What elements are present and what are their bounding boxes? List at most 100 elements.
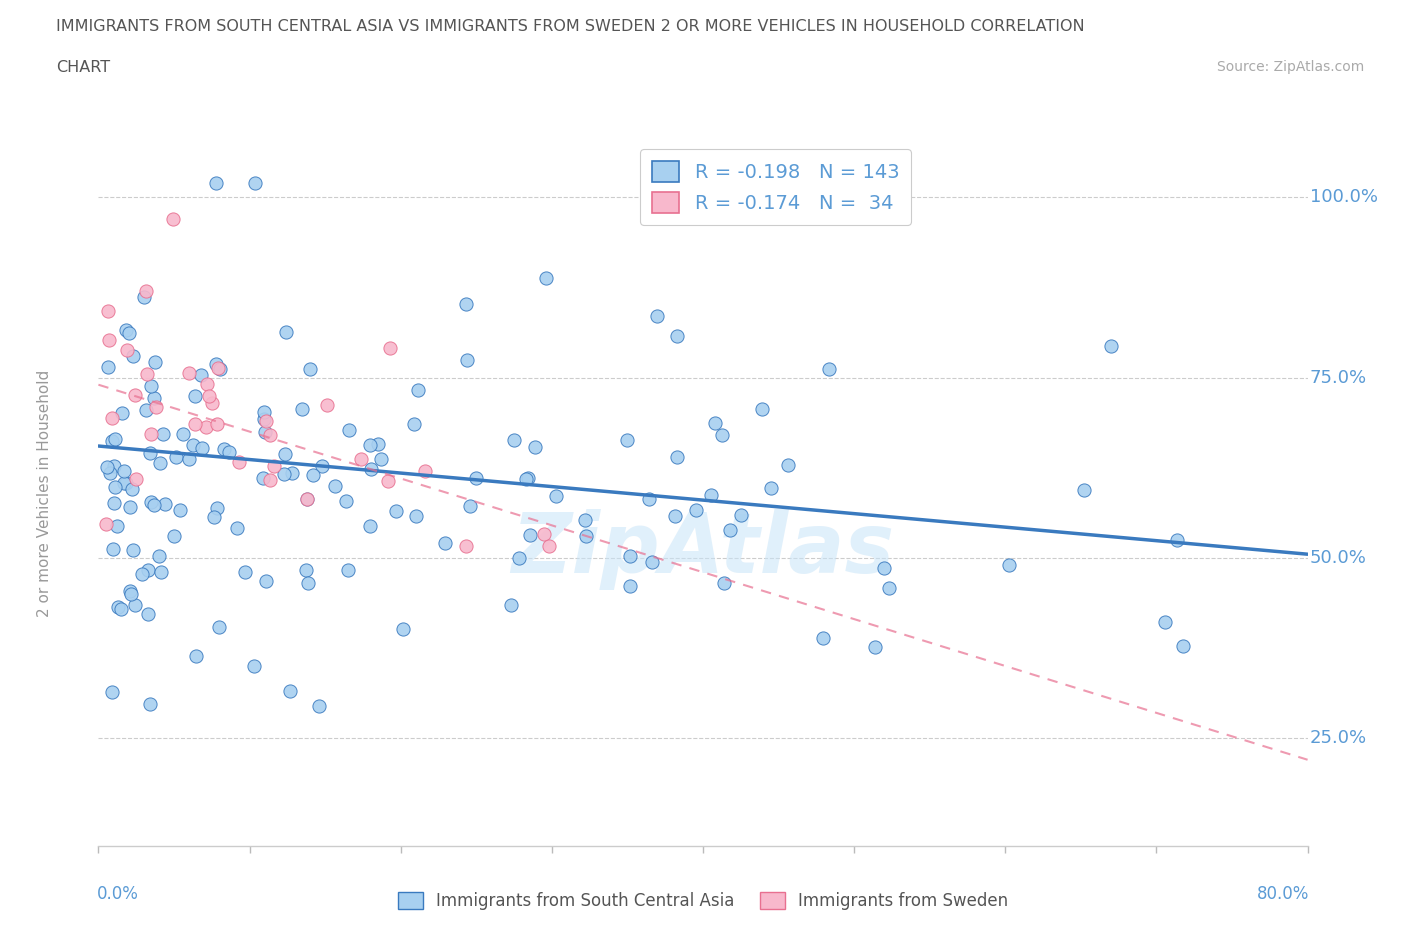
Point: [205, 500, 228, 515]
Point: [226, 521, 249, 536]
Point: [263, 458, 285, 473]
Point: [253, 412, 276, 427]
Text: ZipAtlas: ZipAtlas: [512, 509, 894, 590]
Point: [103, 541, 125, 556]
Point: [1073, 483, 1095, 498]
Point: [523, 440, 546, 455]
Point: [295, 491, 318, 506]
Point: [515, 472, 537, 487]
Point: [873, 561, 896, 576]
Point: [96, 460, 118, 475]
Point: [392, 621, 415, 636]
Point: [1173, 639, 1195, 654]
Point: [664, 509, 686, 524]
Point: [508, 551, 530, 565]
Point: [335, 494, 357, 509]
Point: [103, 458, 125, 473]
Point: [259, 428, 281, 443]
Point: [198, 389, 221, 404]
Point: [297, 576, 319, 591]
Point: [121, 349, 143, 364]
Point: [208, 619, 231, 634]
Point: [228, 454, 250, 469]
Point: [204, 510, 226, 525]
Point: [710, 428, 733, 443]
Point: [148, 548, 170, 563]
Text: 0.0%: 0.0%: [97, 885, 139, 903]
Point: [359, 518, 381, 533]
Point: [142, 498, 165, 512]
Point: [1099, 339, 1122, 353]
Point: [254, 573, 277, 588]
Point: [97, 303, 120, 318]
Point: [370, 452, 392, 467]
Point: [778, 458, 800, 472]
Point: [142, 391, 165, 405]
Point: [136, 366, 159, 381]
Text: 80.0%: 80.0%: [1257, 885, 1309, 903]
Point: [117, 342, 139, 357]
Point: [367, 436, 389, 451]
Point: [291, 402, 314, 417]
Point: [96, 516, 118, 531]
Point: [139, 446, 162, 461]
Point: [122, 542, 145, 557]
Point: [761, 480, 783, 495]
Point: [107, 600, 129, 615]
Point: [575, 529, 598, 544]
Point: [98, 466, 121, 481]
Point: [1153, 615, 1175, 630]
Point: [619, 549, 641, 564]
Point: [145, 399, 167, 414]
Point: [152, 426, 174, 441]
Point: [105, 519, 128, 534]
Point: [243, 176, 266, 191]
Point: [863, 639, 886, 654]
Point: [131, 567, 153, 582]
Text: CHART: CHART: [56, 60, 110, 75]
Point: [155, 497, 177, 512]
Point: [112, 464, 135, 479]
Point: [97, 360, 120, 375]
Point: [139, 427, 162, 442]
Point: [120, 500, 142, 515]
Point: [616, 432, 638, 447]
Point: [685, 503, 707, 518]
Point: [100, 684, 122, 699]
Point: [274, 446, 297, 461]
Point: [713, 576, 735, 591]
Point: [115, 323, 138, 338]
Point: [254, 414, 277, 429]
Point: [163, 528, 186, 543]
Point: [181, 438, 204, 453]
Text: Source: ZipAtlas.com: Source: ZipAtlas.com: [1216, 60, 1364, 74]
Point: [112, 475, 135, 490]
Point: [149, 456, 172, 471]
Point: [502, 433, 524, 448]
Point: [337, 423, 360, 438]
Point: [276, 325, 298, 339]
Point: [110, 602, 132, 617]
Point: [574, 512, 596, 527]
Point: [212, 442, 235, 457]
Point: [517, 471, 540, 485]
Point: [125, 472, 148, 486]
Point: [1166, 533, 1188, 548]
Point: [120, 584, 142, 599]
Point: [190, 367, 212, 382]
Point: [117, 326, 139, 340]
Point: [150, 565, 173, 579]
Point: [546, 489, 568, 504]
Point: [359, 438, 381, 453]
Point: [177, 452, 200, 467]
Point: [136, 563, 159, 578]
Point: [273, 466, 295, 481]
Point: [456, 352, 478, 367]
Point: [454, 296, 477, 311]
Point: [638, 491, 661, 506]
Point: [177, 365, 200, 380]
Point: [205, 417, 228, 432]
Point: [100, 434, 122, 449]
Point: [997, 558, 1019, 573]
Text: 75.0%: 75.0%: [1310, 368, 1367, 387]
